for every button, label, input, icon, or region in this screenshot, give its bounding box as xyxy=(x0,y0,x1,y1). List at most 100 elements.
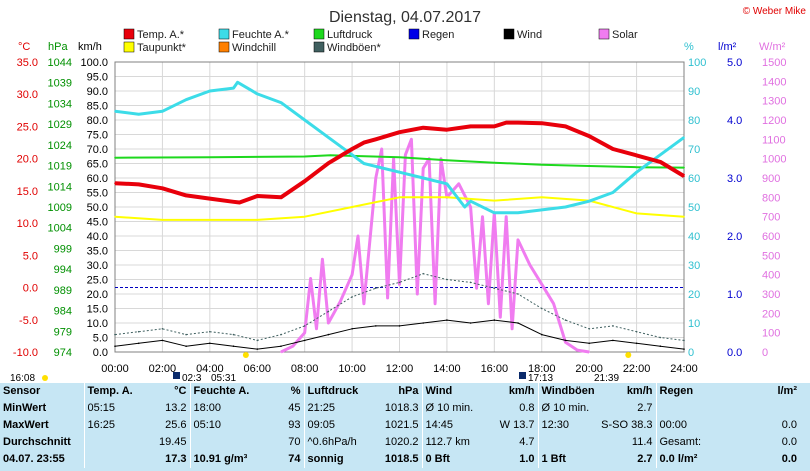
legend-label: Solar xyxy=(612,29,638,41)
data-point xyxy=(635,171,638,173)
stats-cell: 1.0 xyxy=(519,453,535,465)
stats-cell: Gesamt: xyxy=(655,434,738,451)
kmh-tick: 95.0 xyxy=(87,72,108,84)
data-point xyxy=(487,302,490,305)
stats-cell: sonnig xyxy=(303,451,370,468)
data-point xyxy=(114,215,116,218)
data-point xyxy=(517,121,519,124)
kmh-tick: 45.0 xyxy=(87,217,108,229)
data-point xyxy=(256,339,259,342)
data-point xyxy=(327,322,330,324)
data-point xyxy=(137,113,140,115)
data-point xyxy=(327,162,330,164)
legend-label: Regen xyxy=(422,29,454,41)
sunrise-time: 05:31 xyxy=(211,373,236,383)
data-point xyxy=(493,161,496,164)
solar-unit: W/m² xyxy=(759,41,786,53)
pct-tick: 100 xyxy=(688,57,706,69)
stats-cell: 2.7 xyxy=(637,402,653,414)
x-tick: 22:00 xyxy=(623,363,651,375)
data-point xyxy=(351,296,353,298)
legend-swatch xyxy=(408,28,420,40)
weather-chart: Dienstag, 04.07.2017 © Weber Mike Temp. … xyxy=(10,6,806,383)
kmh-tick: 0.0 xyxy=(93,347,108,359)
solar-tick: 500 xyxy=(762,250,780,262)
data-point xyxy=(232,345,235,348)
temp-unit: °C xyxy=(18,41,30,53)
data-point xyxy=(351,328,353,330)
data-point xyxy=(161,219,164,221)
kmh-tick: 55.0 xyxy=(87,188,108,200)
sunset-icon xyxy=(625,352,632,358)
data-point xyxy=(327,310,330,313)
stats-cell: 09:05 xyxy=(303,417,370,434)
data-point xyxy=(185,345,187,348)
x-tick: 04:00 xyxy=(196,363,224,375)
data-point xyxy=(493,199,496,202)
stats-cell: 0.0 xyxy=(781,419,797,431)
data-point xyxy=(576,349,579,351)
stats-cell: 1020.2 xyxy=(384,436,419,448)
data-point xyxy=(303,339,306,342)
stats-cell: 05:10 xyxy=(189,417,264,434)
kmh-tick: 90.0 xyxy=(87,86,108,98)
pct-tick: 70 xyxy=(688,144,700,156)
stats-cell: ^0.6hPa/h xyxy=(303,434,370,451)
chart-legend: Temp. A.* Feuchte A.* Luftdruck Regen Wind So… xyxy=(123,28,638,54)
legend-swatch xyxy=(598,28,610,40)
data-point xyxy=(469,281,472,284)
solar-tick: 800 xyxy=(762,192,780,204)
data-point xyxy=(588,342,590,345)
kmh-tick: 35.0 xyxy=(87,246,108,258)
data-point xyxy=(161,339,164,342)
stats-row: 04.07. 23:55 17.3 10.91 g/m³ 74 sonnig 1018.5… xyxy=(0,451,800,468)
temp-tick: -5.0 xyxy=(19,315,38,327)
data-point xyxy=(683,166,685,169)
stats-cell: % xyxy=(290,385,301,397)
pct-tick: 10 xyxy=(688,318,700,330)
stats-cell xyxy=(83,434,140,451)
data-point xyxy=(357,235,359,237)
data-point xyxy=(292,345,294,348)
stats-cell xyxy=(189,434,264,451)
data-point xyxy=(380,148,383,150)
stats-cell: 25.6 xyxy=(165,419,187,431)
data-point xyxy=(114,156,116,159)
hpa-tick: 989 xyxy=(54,285,72,297)
x-tick: 24:00 xyxy=(670,363,698,375)
sunset-time: 21:39 xyxy=(594,373,619,383)
data-point xyxy=(114,182,116,184)
axes-labels: °C hPa km/h% l/m² W/m² 35.0 30.0 25.0 20.0 15.0 10… xyxy=(13,41,787,375)
hpa-tick: 1029 xyxy=(48,119,72,131)
data-point xyxy=(375,138,377,141)
stats-cell: l/m² xyxy=(777,385,797,397)
stats-cell: 70 xyxy=(288,436,301,448)
data-point xyxy=(635,154,638,157)
kmh-tick: 50.0 xyxy=(87,202,108,214)
data-point xyxy=(161,110,164,113)
rain-tick: 4.0 xyxy=(727,115,742,127)
data-point xyxy=(315,328,318,330)
x-tick: 16:00 xyxy=(481,363,509,375)
data-point xyxy=(511,328,513,330)
solar-tick: 200 xyxy=(762,308,780,320)
data-point xyxy=(303,331,306,334)
data-point xyxy=(446,278,448,281)
stats-cell: MaxWert xyxy=(3,419,49,431)
data-point xyxy=(398,196,401,199)
data-point xyxy=(493,287,496,290)
stats-cell: 2.7 xyxy=(637,453,653,465)
data-point xyxy=(612,325,614,327)
data-point xyxy=(612,148,614,150)
rain-tick: 2.0 xyxy=(727,231,742,243)
data-point xyxy=(659,161,662,163)
data-point xyxy=(161,328,164,330)
data-point xyxy=(398,171,401,173)
stats-cell: 11.4 xyxy=(631,436,653,448)
hpa-tick: 999 xyxy=(54,243,72,255)
legend-swatch xyxy=(313,28,325,40)
stats-cell: Durchschnitt xyxy=(3,436,71,448)
solar-tick: 1300 xyxy=(762,96,786,108)
moon-time-2: 17:13 xyxy=(528,373,553,383)
data-point xyxy=(209,156,211,159)
